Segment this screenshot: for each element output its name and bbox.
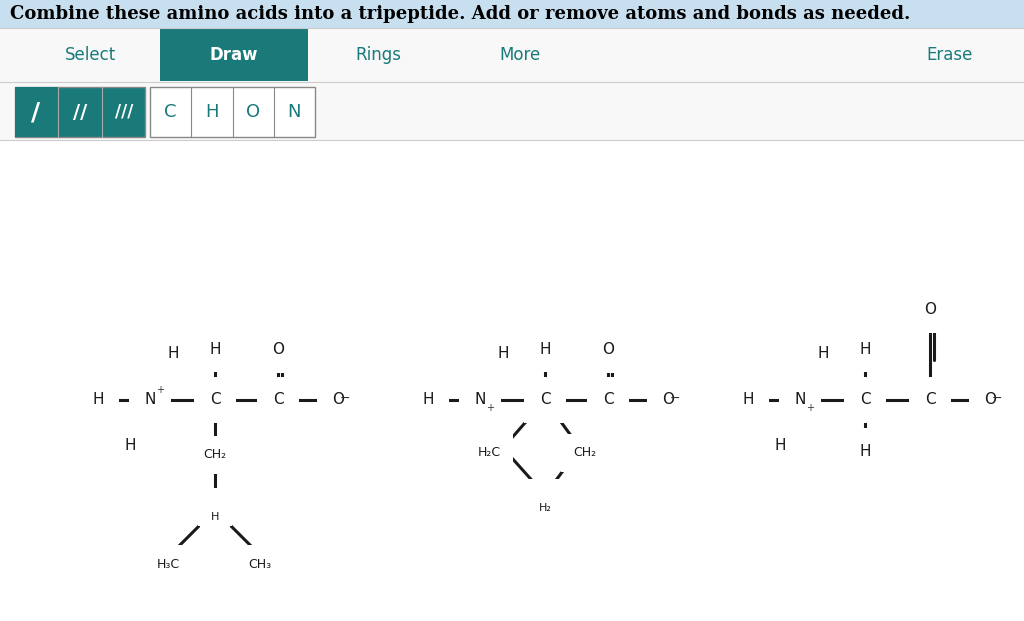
Circle shape	[471, 391, 489, 409]
Text: CH₂: CH₂	[204, 448, 226, 461]
Text: +: +	[156, 385, 164, 395]
Circle shape	[978, 391, 996, 409]
Text: H: H	[498, 347, 509, 361]
Text: CH₃: CH₃	[249, 558, 271, 571]
Text: −: −	[340, 391, 350, 404]
FancyBboxPatch shape	[0, 0, 1024, 28]
Circle shape	[141, 391, 159, 409]
FancyBboxPatch shape	[0, 28, 1024, 82]
Text: C: C	[603, 392, 613, 407]
Text: CH₂: CH₂	[573, 446, 597, 460]
Text: Erase: Erase	[927, 46, 973, 64]
Text: H: H	[774, 438, 785, 453]
Text: −: −	[992, 391, 1002, 404]
Text: Select: Select	[65, 46, 116, 64]
Text: H: H	[167, 347, 179, 361]
Text: //: //	[73, 102, 87, 122]
Text: C: C	[860, 392, 870, 407]
Text: C: C	[272, 392, 284, 407]
Text: O: O	[332, 392, 344, 407]
Text: O: O	[924, 302, 936, 317]
Text: N: N	[288, 103, 301, 121]
Text: O: O	[662, 392, 674, 407]
Text: More: More	[500, 46, 541, 64]
Circle shape	[326, 391, 344, 409]
Text: N: N	[795, 392, 806, 407]
FancyBboxPatch shape	[0, 82, 1024, 140]
FancyBboxPatch shape	[150, 87, 315, 137]
Text: +: +	[806, 403, 814, 413]
Text: Combine these amino acids into a tripeptide. Add or remove atoms and bonds as ne: Combine these amino acids into a tripept…	[10, 5, 910, 23]
Text: H: H	[124, 438, 136, 453]
Text: C: C	[211, 501, 219, 514]
Text: Draw: Draw	[210, 46, 258, 64]
Text: H: H	[209, 342, 221, 356]
Text: C: C	[925, 392, 935, 407]
Text: H₂C: H₂C	[477, 446, 501, 460]
Text: O: O	[272, 343, 284, 358]
FancyBboxPatch shape	[15, 87, 145, 137]
Text: H₂: H₂	[539, 503, 552, 513]
Circle shape	[791, 391, 809, 409]
Text: H: H	[422, 392, 434, 407]
Text: C: C	[541, 491, 549, 504]
Text: Rings: Rings	[355, 46, 401, 64]
Text: O: O	[984, 392, 996, 407]
Circle shape	[656, 391, 674, 409]
Text: H: H	[817, 347, 828, 361]
Text: H: H	[859, 342, 870, 356]
Text: H: H	[540, 342, 551, 356]
Text: H₃C: H₃C	[157, 558, 179, 571]
Text: C: C	[165, 103, 177, 121]
Text: H: H	[211, 512, 219, 522]
Text: H: H	[859, 443, 870, 458]
Text: N: N	[474, 392, 485, 407]
Text: N: N	[144, 392, 156, 407]
Text: H: H	[742, 392, 754, 407]
Text: C: C	[540, 392, 550, 407]
Text: +: +	[486, 403, 494, 413]
Text: /: /	[32, 100, 41, 124]
Text: C: C	[210, 392, 220, 407]
Text: H: H	[205, 103, 219, 121]
Text: H: H	[92, 392, 103, 407]
FancyBboxPatch shape	[15, 87, 58, 137]
Text: ///: ///	[115, 103, 133, 121]
Text: O: O	[602, 343, 614, 358]
Text: −: −	[670, 391, 680, 404]
Text: O: O	[246, 103, 260, 121]
FancyBboxPatch shape	[160, 29, 308, 81]
